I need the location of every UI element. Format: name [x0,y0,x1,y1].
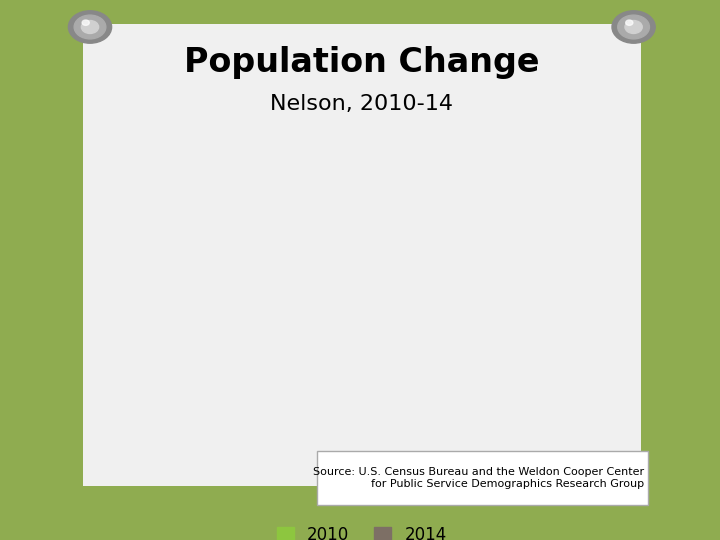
Bar [228,294,362,454]
Text: 15,020: 15,020 [266,275,324,293]
Legend: 2010, 2014: 2010, 2014 [271,519,453,540]
Text: Source: U.S. Census Bureau and the Weldon Cooper Center
for Public Service Demog: Source: U.S. Census Bureau and the Weldo… [313,467,644,489]
Bar [362,296,495,454]
Text: Population Change: Population Change [184,46,539,79]
Text: Nelson, 2010-14: Nelson, 2010-14 [270,94,454,114]
Text: 14,850: 14,850 [400,276,457,294]
